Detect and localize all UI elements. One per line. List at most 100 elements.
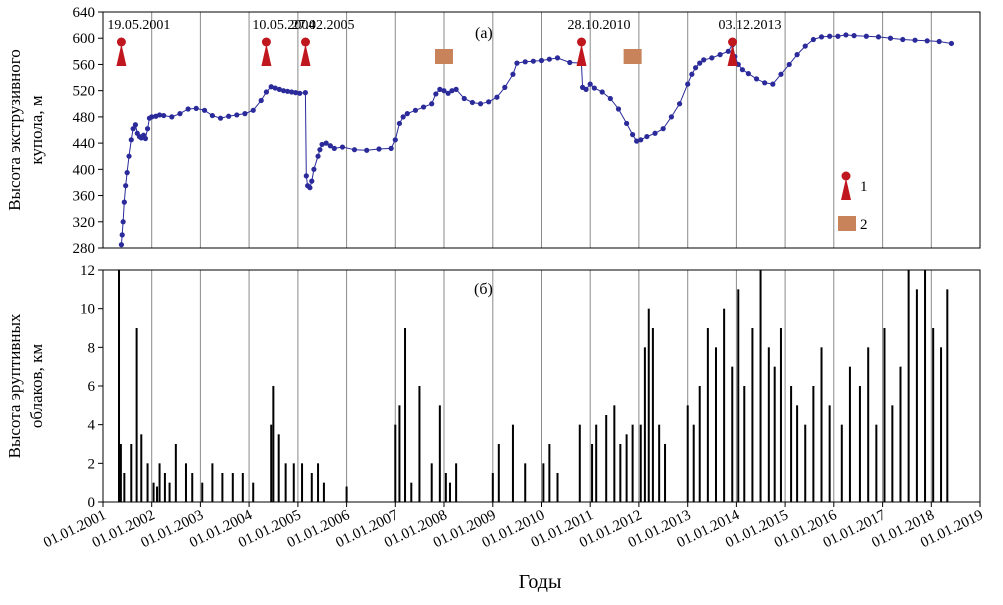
dome-height-point [778,71,784,77]
eruption-bar [891,405,894,502]
eruption-bar [751,328,754,502]
dome-height-point [217,115,224,121]
dome-height-point [412,107,419,113]
dome-height-point [461,95,467,102]
eruption-bar [907,270,910,502]
dome-height-point [762,80,768,86]
x-axis: 01.01.200101.01.200201.01.200301.01.2004… [41,502,986,551]
legend-square-marker-icon [838,216,856,231]
dome-height-point [924,38,930,44]
eruption-bar [548,444,551,502]
dome-height-point [420,104,427,110]
eruption-bar [211,463,214,502]
eruption-bar [883,328,886,502]
top-panel: 280 320 360 400 440 480 520 560 600 640 19.05.2001… [73,5,981,257]
marker-head [728,37,738,47]
dome-height-point [121,199,127,205]
marker-cone [300,44,311,66]
eruption-bar [163,473,166,502]
eruption-bar [118,270,121,502]
eruption-bar [448,482,451,502]
marker-cone [116,44,127,66]
dome-height-point [311,166,317,172]
eruption-bar [394,424,397,502]
eruption-bar [706,328,709,502]
eruption-bar [698,386,701,502]
y-label-line: Высота экструзивного [5,49,24,211]
dome-height-point [144,126,151,132]
eruption-bar [272,386,275,502]
dome-height-point [130,126,136,132]
eruption-bar [410,482,413,502]
top-y-tick-label: 560 [73,57,96,73]
dome-height-point [242,111,248,117]
dome-height-point [303,173,309,179]
dome-height-point [441,88,447,94]
marker-head [301,37,311,47]
dome-height-point [234,112,240,118]
eruption-bar [152,482,155,502]
dome-height-point [863,33,869,39]
eruption-bar [430,463,433,502]
top-y-tick-label: 520 [73,84,96,100]
dome-height-point [268,84,274,90]
explosion-marker-icon [300,37,311,66]
event-date-label: 28.10.2010 [568,18,631,33]
eruption-bar [692,424,695,502]
dome-height-point [948,40,955,47]
dome-height-point [634,138,640,144]
dome-height-point [118,242,125,248]
eruption-bar [578,424,581,502]
eruption-bar [277,434,280,502]
eruption-bar [191,473,194,502]
eruption-bar [858,386,861,502]
explosion-marker-icon [727,37,738,66]
dome-height-point [786,61,792,68]
explosion-marker-icon [116,37,127,66]
eruption-bar [946,289,949,502]
eruption-bar [511,424,514,502]
dome-height-point [676,101,683,107]
eruption-bar [322,482,325,502]
eruption-bar [184,463,187,502]
dome-height-point [280,88,287,94]
panel-label-a: (а) [475,25,493,42]
dome-height-point [319,141,325,148]
top-y-tick-label: 640 [73,5,96,21]
panel-label-b: (б) [474,281,493,298]
dome-height-point [132,122,139,128]
dome-height-point [119,232,125,238]
eruption-bar [418,386,421,502]
dome-height-point [297,90,303,96]
dome-height-point [126,153,132,159]
dome-height-point [364,147,370,153]
eruption-bar [759,270,762,502]
bottom-y-tick-label: 4 [88,418,96,434]
dome-height-point [689,71,695,77]
dome-height-point [599,89,605,95]
dome-height-point [502,84,508,90]
marker-head [577,37,587,47]
top-plot-frame [102,11,981,249]
eruption-bar [444,473,447,502]
bottom-y-tick-label: 2 [88,456,96,472]
eruption-bar [455,463,458,502]
eruption-bar [119,444,122,502]
eruption-bar [867,347,870,502]
dome-height-point [161,112,167,119]
dome-height-point [433,91,439,97]
eruption-bar [317,463,320,502]
eruption-bar [804,424,807,502]
dome-height-point [615,106,622,112]
dome-height-point [875,34,882,40]
eruption-bar [924,270,927,502]
dome-height-point [486,99,492,105]
eruption-bar [828,405,831,502]
eruption-bar [915,289,918,502]
explosion-marker-icon [576,37,587,66]
eruption-bar [158,463,161,502]
eruption-bar [790,386,793,502]
y-label-line: Высота эруптивных [5,313,24,458]
dome-height-point [263,89,270,95]
